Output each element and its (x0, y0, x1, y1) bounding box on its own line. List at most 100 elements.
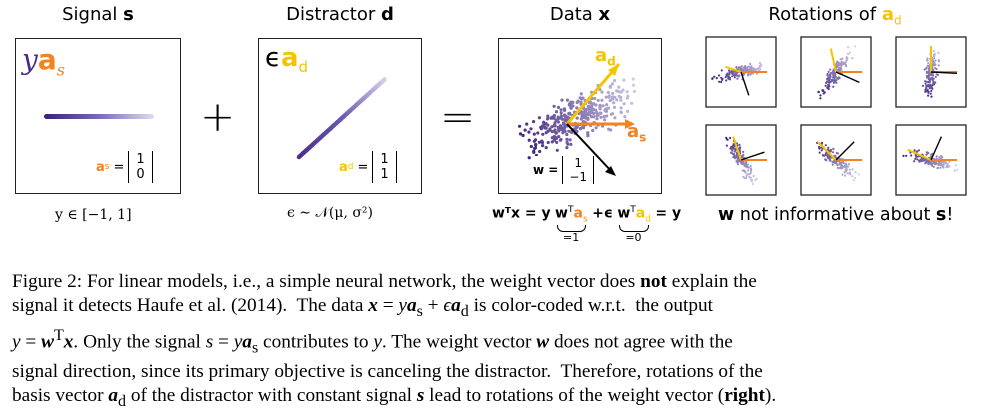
scatter-point (550, 136, 554, 140)
scatter-point (622, 102, 626, 106)
scatter-point (828, 159, 832, 162)
scatter-point (720, 80, 723, 84)
scatter-point (937, 160, 940, 163)
scatter-point (594, 103, 598, 107)
scatter-point (576, 99, 580, 103)
scatter-point (590, 104, 594, 108)
scatter-point (749, 165, 752, 168)
scatter-point (926, 59, 929, 62)
scatter-point (754, 179, 757, 182)
scatter-point (822, 92, 825, 95)
scatter-point (935, 73, 938, 76)
scatter-point (728, 78, 732, 81)
scatter-point (733, 154, 736, 157)
scatter-point (589, 110, 593, 114)
scatter-point (826, 87, 829, 90)
scatter-point (916, 158, 919, 161)
scatter-point (607, 94, 611, 98)
caption-line-5: basis vector ad of the distractor with c… (12, 385, 777, 410)
scatter-point (630, 101, 634, 105)
caption-line-3: y = wTx. Only the signal s = yas contrib… (12, 326, 733, 357)
scatter-point (932, 50, 935, 53)
scatter-point (817, 91, 820, 94)
scatter-point (902, 154, 905, 157)
scatter-point (552, 104, 556, 108)
scatter-point (578, 96, 582, 100)
scatter-point (942, 163, 945, 166)
caption-line-4: signal direction, since its primary obje… (12, 361, 763, 383)
scatter-point (734, 71, 737, 74)
scatter-point (747, 73, 750, 76)
scatter-point (844, 162, 847, 165)
scatter-point (927, 94, 930, 97)
scatter-point (556, 120, 560, 124)
scatter-point (844, 170, 847, 173)
scatter-point (838, 160, 841, 163)
scatter-point (847, 163, 850, 166)
plus-sign: + (200, 92, 236, 141)
scatter-point (939, 157, 942, 160)
scatter-point (927, 62, 930, 65)
scatter-point (532, 139, 536, 143)
scatter-point (544, 146, 548, 150)
scatter-point (940, 154, 943, 158)
scatter-point (536, 131, 540, 135)
scatter-point (749, 62, 752, 66)
scatter-point (924, 88, 927, 92)
scatter-point (738, 150, 742, 153)
scatter-point (913, 160, 916, 163)
scatter-point (934, 75, 937, 78)
scatter-point (832, 75, 835, 78)
scatter-point (570, 130, 574, 135)
scatter-point (932, 161, 936, 164)
distractor-distribution: ϵ ∼ 𝒩(μ, σ²) (287, 205, 373, 221)
scatter-point (939, 166, 942, 169)
scatter-point (934, 63, 937, 66)
scatter-point (552, 123, 556, 128)
scatter-point (759, 68, 762, 71)
scatter-point (932, 80, 935, 84)
scatter-point (738, 143, 741, 146)
scatter-point (938, 156, 941, 159)
scatter-point (930, 153, 933, 156)
scatter-point (553, 135, 557, 139)
scatter-point (924, 67, 927, 70)
scatter-point (834, 75, 837, 78)
scatter-point (525, 122, 529, 126)
scatter-point (749, 73, 752, 76)
scatter-point (563, 118, 567, 122)
scatter-point (759, 65, 762, 68)
scatter-point (727, 69, 731, 72)
scatter-point (731, 75, 734, 78)
scatter-point (828, 81, 831, 84)
scatter-point (588, 100, 592, 104)
scatter-point (568, 138, 572, 142)
scatter-point (926, 57, 929, 60)
scatter-point (565, 98, 569, 102)
scatter-point (928, 80, 931, 83)
scatter-point (817, 145, 821, 149)
scatter-point (550, 140, 554, 144)
scatter-point (725, 144, 728, 147)
scatter-point (546, 140, 550, 145)
scatter-point (840, 67, 843, 70)
scatter-point (851, 168, 854, 171)
scatter-point (939, 162, 942, 165)
scatter-point (586, 117, 590, 121)
scatter-point (546, 114, 550, 118)
scatter-point (724, 76, 727, 79)
scatter-point (625, 96, 629, 100)
scatter-point (921, 84, 925, 87)
scatter-point (593, 96, 597, 101)
scatter-point (546, 117, 550, 121)
scatter-point (538, 149, 542, 154)
scatter-point (835, 81, 838, 84)
scatter-point (928, 78, 931, 82)
scatter-point (619, 98, 623, 102)
scatter-point (569, 100, 573, 104)
scatter-point (840, 64, 843, 67)
scatter-point (747, 166, 750, 169)
scatter-point (745, 165, 748, 168)
